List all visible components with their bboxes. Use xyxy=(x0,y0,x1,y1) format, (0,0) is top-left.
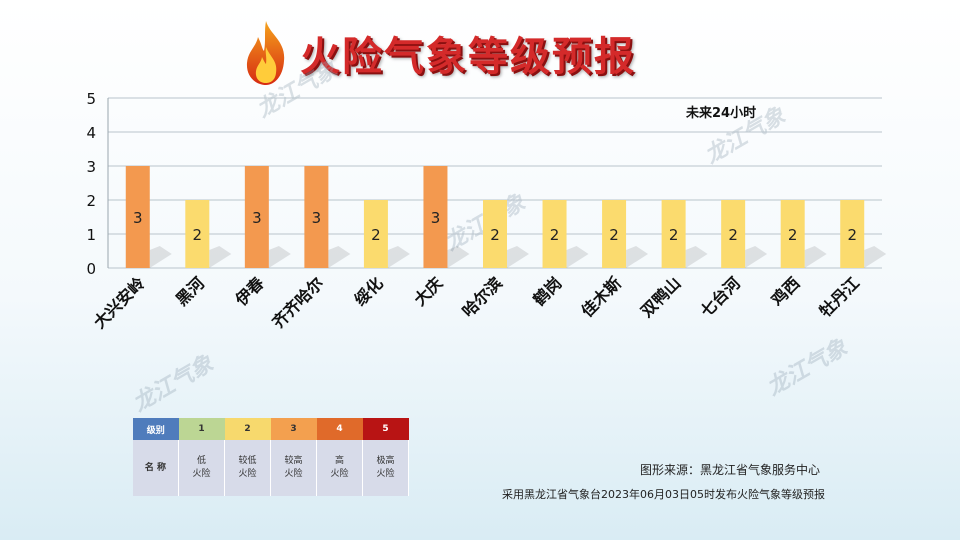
x-tick-label: 七台河 xyxy=(697,273,744,320)
legend-level-cell: 5 xyxy=(362,418,409,440)
bar xyxy=(602,200,627,268)
bar-shadow xyxy=(507,246,529,268)
y-tick-label: 5 xyxy=(86,90,96,108)
bar-value-label: 3 xyxy=(133,209,143,227)
bar xyxy=(721,200,746,268)
bar-value-label: 3 xyxy=(312,209,322,227)
bar-shadow xyxy=(268,246,291,268)
bar xyxy=(542,200,567,268)
legend-level-cell: 3 xyxy=(270,418,317,440)
bar-value-label: 2 xyxy=(669,226,679,244)
bar-value-label: 2 xyxy=(728,226,738,244)
legend-level-name: 较低 火险 xyxy=(224,440,271,496)
forecast-source-note: 采用黑龙江省气象台2023年06月03日05时发布火险气象等级预报 xyxy=(502,488,825,501)
legend-header-label: 级别 xyxy=(133,418,179,440)
x-tick-label: 牡丹江 xyxy=(816,273,863,320)
x-tick-label: 齐齐哈尔 xyxy=(269,273,328,332)
legend-level-name: 极高 火险 xyxy=(362,440,409,496)
bar-shadow xyxy=(745,246,768,268)
y-tick-label: 3 xyxy=(86,158,96,176)
bar xyxy=(780,200,805,268)
page-title: 火险气象等级预报 xyxy=(300,34,636,80)
bar-value-label: 2 xyxy=(788,226,798,244)
y-tick-label: 0 xyxy=(86,260,96,278)
legend-level-name: 高火险 xyxy=(316,440,363,496)
bar xyxy=(304,166,329,268)
x-tick-label: 大兴安岭 xyxy=(90,273,149,332)
legend-level-name: 较高 火险 xyxy=(270,440,317,496)
x-tick-label: 佳木斯 xyxy=(578,273,625,320)
bar-value-label: 2 xyxy=(550,226,560,244)
bar-shadow xyxy=(566,246,589,268)
y-tick-label: 2 xyxy=(86,192,96,210)
bar xyxy=(363,200,388,268)
title-block: 火险气象等级预报 xyxy=(240,18,636,88)
bar-value-label: 2 xyxy=(609,226,619,244)
bar-shadow xyxy=(685,246,708,268)
y-tick-label: 4 xyxy=(86,124,96,142)
graphic-source-credit: 图形来源：黑龙江省气象服务中心 xyxy=(640,463,821,477)
bar-shadow xyxy=(387,246,410,268)
x-tick-label: 双鸭山 xyxy=(637,273,684,320)
legend-level-cell: 4 xyxy=(316,418,363,440)
x-tick-label: 伊春 xyxy=(231,273,268,310)
x-tick-label: 大庆 xyxy=(410,273,446,309)
bar-value-label: 3 xyxy=(431,209,441,227)
bar-shadow xyxy=(626,246,649,268)
bar xyxy=(125,166,150,268)
bar xyxy=(423,166,448,268)
bar xyxy=(840,200,865,268)
flame-icon xyxy=(246,21,285,85)
bar-value-label: 2 xyxy=(193,226,203,244)
legend-level-name: 低火险 xyxy=(178,440,225,496)
bar-value-label: 2 xyxy=(371,226,381,244)
bar-shadow xyxy=(447,246,470,268)
bar xyxy=(483,200,507,268)
x-tick-label: 哈尔滨 xyxy=(458,273,505,320)
y-tick-label: 1 xyxy=(86,226,96,244)
legend-name-label: 名 称 xyxy=(133,440,179,496)
x-tick-label: 黑河 xyxy=(172,273,208,309)
bar xyxy=(185,200,210,268)
bar-value-label: 2 xyxy=(490,226,500,244)
x-tick-label: 鸡西 xyxy=(767,273,804,310)
bar xyxy=(661,200,686,268)
bar-value-label: 2 xyxy=(847,226,857,244)
legend-level-cell: 2 xyxy=(224,418,271,440)
bar-shadow xyxy=(804,246,827,268)
legend-level-cell: 1 xyxy=(178,418,225,440)
level-legend: 级别 1 2 3 4 5 名 称 低火险 较低 火险 较高 火险 高火险 极高 火险 xyxy=(133,418,409,496)
bar-shadow xyxy=(864,246,887,268)
x-tick-label: 绥化 xyxy=(351,273,387,309)
x-tick-label: 鹤岗 xyxy=(529,273,565,309)
bar xyxy=(244,166,269,268)
bar-value-label: 3 xyxy=(252,209,262,227)
bar-shadow xyxy=(149,246,172,268)
forecast-period-label: 未来24小时 xyxy=(686,106,757,121)
bar-shadow xyxy=(328,246,351,268)
bar-shadow xyxy=(209,246,232,268)
